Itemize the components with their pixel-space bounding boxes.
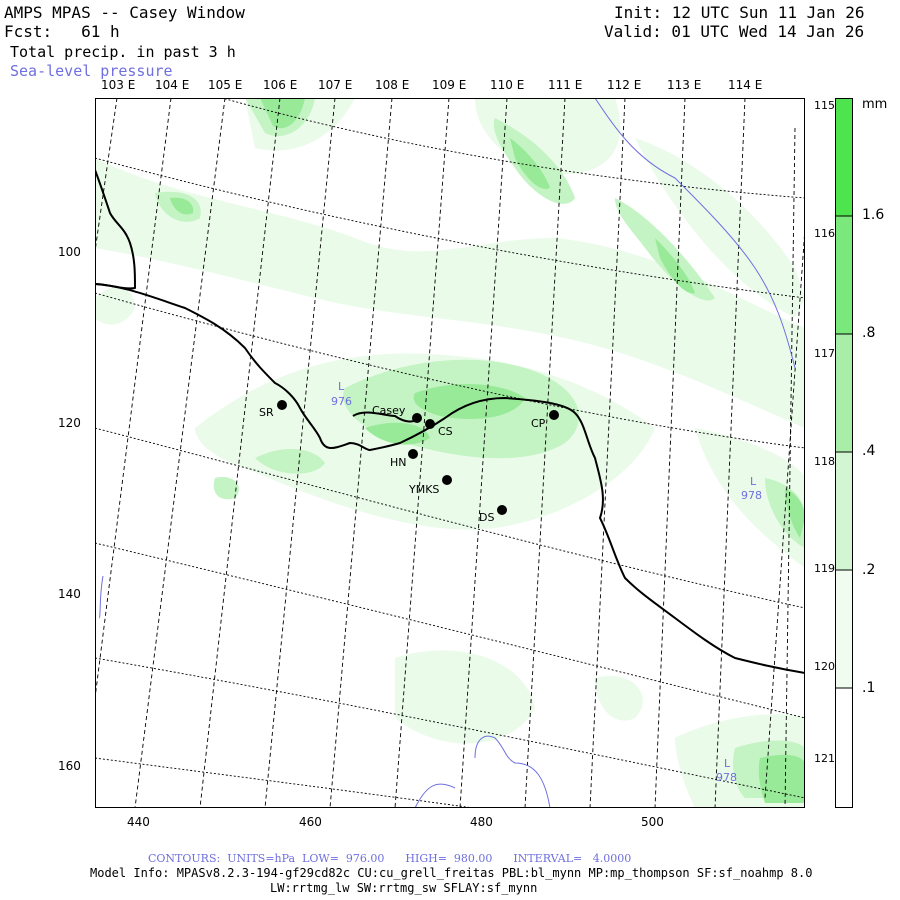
colorbar — [835, 98, 853, 808]
y-tick-label: 100 — [58, 245, 81, 259]
pressure-low-letter: L — [724, 757, 731, 770]
station-label-hn: HN — [390, 456, 407, 469]
x-tick-label: 500 — [641, 815, 664, 829]
lon-label: 110 E — [490, 78, 525, 92]
pressure-low-value: 978 — [741, 489, 762, 502]
pressure-contours — [98, 98, 796, 808]
x-tick-label: 480 — [470, 815, 493, 829]
field-name: Total precip. in past 3 h — [10, 43, 236, 61]
station-ymks — [442, 475, 452, 485]
lon-label: 105 E — [208, 78, 243, 92]
station-ds — [497, 505, 507, 515]
lon-label: 103 E — [101, 78, 136, 92]
colorbar-label: .4 — [862, 443, 876, 459]
forecast-hour: Fcst: 61 h — [4, 22, 120, 41]
lon-label: 104 E — [155, 78, 190, 92]
station-cp — [549, 410, 559, 420]
valid-time: Valid: 01 UTC Wed 14 Jan 26 — [604, 22, 865, 41]
pressure-low-letter: L — [338, 380, 345, 393]
contour-field-name: Sea-level pressure — [10, 62, 173, 80]
init-time: Init: 12 UTC Sun 11 Jan 26 — [614, 3, 865, 22]
lon-label: 113 E — [667, 78, 702, 92]
pressure-low-value: 978 — [716, 771, 737, 784]
map-title: AMPS MPAS -- Casey Window — [4, 3, 245, 22]
colorbar-unit: mm — [862, 97, 888, 112]
station-cs — [425, 419, 435, 429]
pressure-low-value: 976 — [331, 395, 352, 408]
lon-label: 108 E — [375, 78, 410, 92]
plot-frame — [95, 98, 805, 808]
y-tick-label: 160 — [58, 759, 81, 773]
colorbar-label: .8 — [862, 325, 876, 341]
lon-label: 112 E — [607, 78, 642, 92]
lon-label: 106 E — [263, 78, 298, 92]
y-tick-label: 120 — [58, 416, 81, 430]
station-casey — [412, 413, 422, 423]
longitude-lines — [95, 98, 805, 808]
lon-label: 111 E — [548, 78, 583, 92]
colorbar-label: .2 — [862, 562, 876, 578]
station-label-cs: CS — [438, 425, 453, 438]
colorbar-label: .1 — [862, 680, 876, 696]
station-hn — [408, 449, 418, 459]
map-plot — [95, 98, 805, 808]
contour-info: CONTOURS: UNITS=hPa LOW= 976.00 HIGH= 98… — [148, 852, 632, 865]
stations — [277, 400, 559, 515]
model-info: Model Info: MPASv8.2.3-194-gf29cd82c CU:… — [90, 866, 813, 880]
model-info-2: LW:rrtmg_lw SW:rrtmg_sw SFLAY:sf_mynn — [270, 881, 538, 895]
station-label-cp: CP — [531, 417, 546, 430]
x-tick-label: 460 — [299, 815, 322, 829]
y-tick-label: 140 — [58, 587, 81, 601]
colorbar-label: 1.6 — [862, 207, 885, 223]
latitude-lines — [95, 98, 805, 808]
station-label-ymks: YMKS — [409, 483, 440, 496]
lon-label: 109 E — [432, 78, 467, 92]
lon-label: 114 E — [728, 78, 763, 92]
station-label-ds: DS — [479, 511, 495, 524]
pressure-low-letter: L — [750, 475, 757, 488]
station-sr — [277, 400, 287, 410]
station-label-casey: Casey — [372, 404, 406, 417]
lon-label: 107 E — [318, 78, 353, 92]
x-tick-label: 440 — [127, 815, 150, 829]
station-label-sr: SR — [259, 406, 274, 419]
